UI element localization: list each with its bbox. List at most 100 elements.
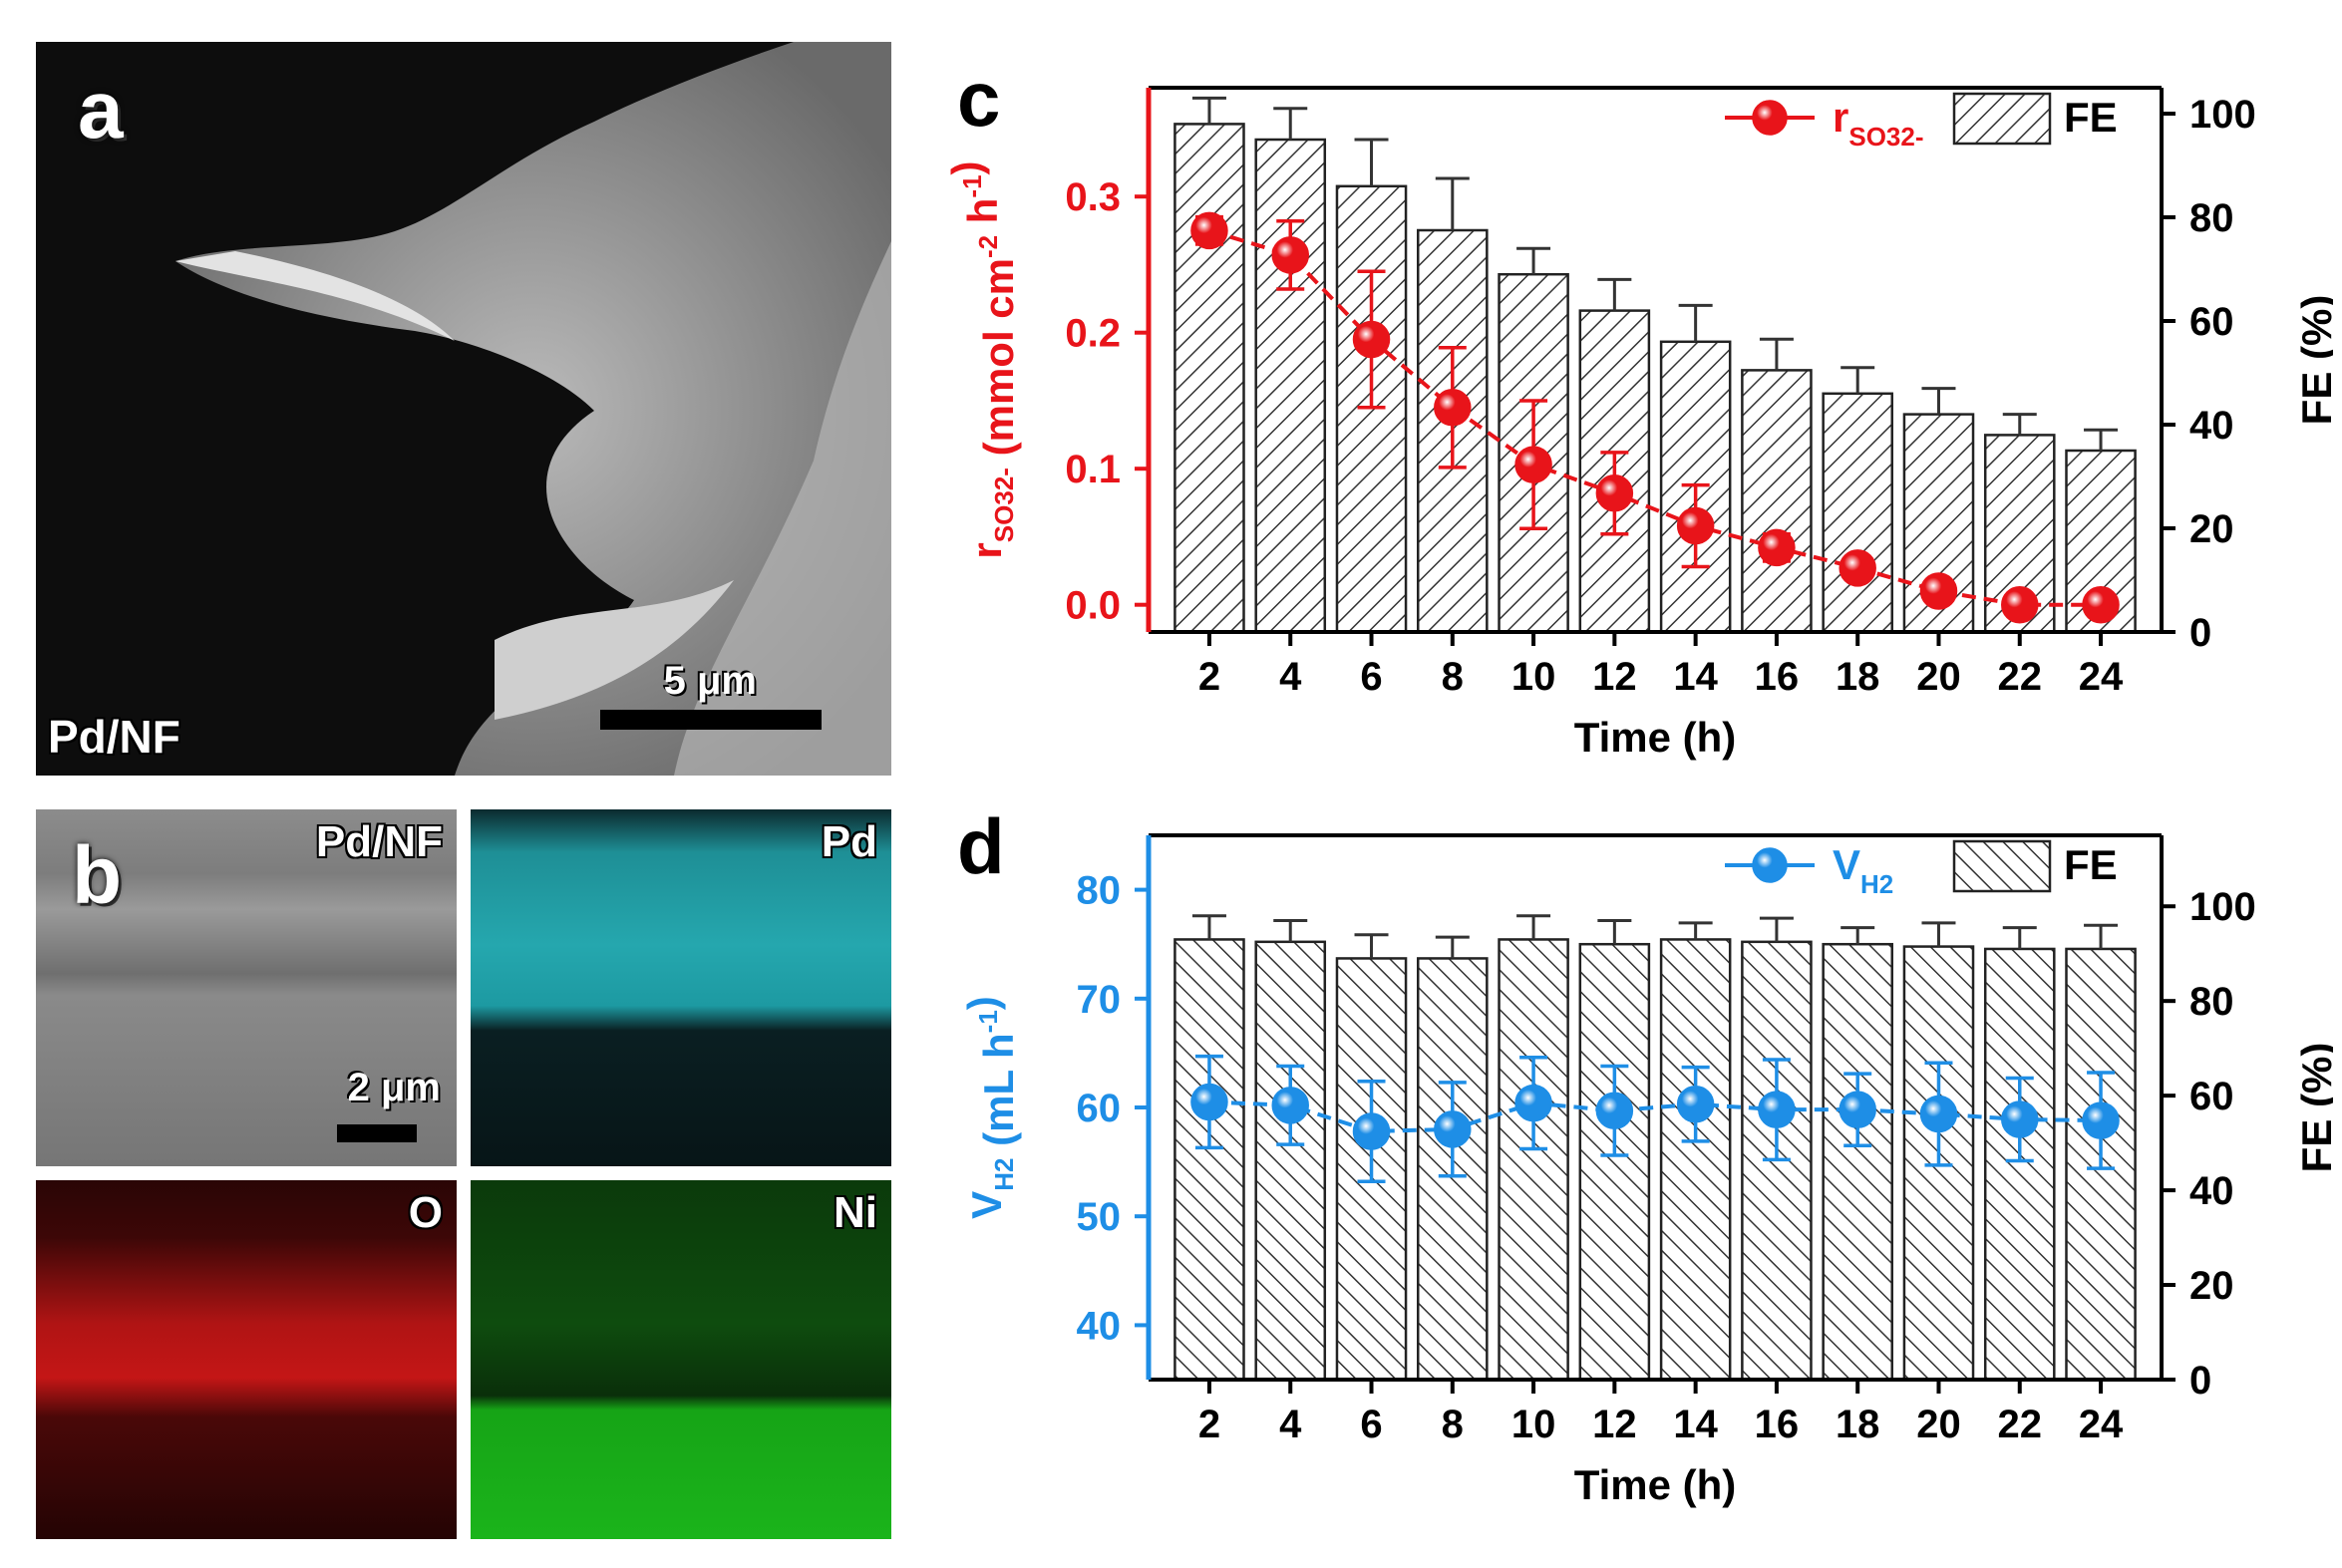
bar-fe-16 (1741, 369, 1813, 634)
point-14 (1676, 1085, 1715, 1123)
legend-bar-swatch (1952, 839, 2052, 893)
y-left-tick-label-40: 40 (1077, 1304, 1122, 1348)
point-24 (2082, 585, 2120, 624)
x-tick-label-14: 14 (1673, 1403, 1718, 1446)
map-title-ni: Ni (834, 1188, 877, 1237)
x-tick-label-8: 8 (1442, 655, 1464, 699)
bar-fe-4 (1254, 940, 1327, 1382)
x-axis-label: Time (h) (1574, 714, 1737, 761)
point-12 (1595, 1092, 1634, 1130)
x-tick-label-12: 12 (1592, 655, 1637, 699)
x-tick-label-20: 20 (1916, 1403, 1961, 1446)
y-left-tick-label-0.3: 0.3 (1065, 175, 1121, 219)
y-right-tick-label-100: 100 (2189, 885, 2256, 929)
y-right-tick-label-60: 60 (2189, 300, 2234, 344)
x-tick-label-22: 22 (1998, 1403, 2043, 1446)
x-tick-label-2: 2 (1198, 1403, 1220, 1446)
legend-bar-label: FE (2064, 94, 2118, 141)
y-left-tick-label-0.0: 0.0 (1065, 584, 1121, 628)
y-right-tick-label-20: 20 (2189, 1264, 2234, 1308)
bar-fe-14 (1659, 938, 1732, 1382)
panel-label-a: a (78, 65, 124, 156)
sample-label: Pd/NF (48, 711, 180, 763)
panel-label-d: d (957, 802, 1005, 890)
panel-label-b: b (72, 830, 123, 921)
point-18 (1839, 1091, 1876, 1128)
scale-bar-label-b: 2 μm (347, 1066, 441, 1109)
map-title-sem: Pd/NF (315, 817, 443, 866)
point-20 (1919, 1095, 1958, 1133)
y-right-tick-label-100: 100 (2189, 93, 2256, 137)
point-20 (1919, 572, 1958, 610)
bar-fe-22 (1983, 947, 2056, 1382)
bar-fe-18 (1822, 942, 1893, 1382)
point-18 (1839, 549, 1876, 587)
x-axis-label: Time (h) (1574, 1461, 1737, 1508)
legend-marker (1752, 100, 1788, 136)
point-10 (1514, 1084, 1552, 1122)
point-14 (1676, 506, 1715, 545)
x-tick-label-6: 6 (1360, 1403, 1382, 1446)
bar-fe-18 (1822, 392, 1893, 634)
bar-fe-4 (1254, 138, 1327, 634)
x-tick-label-24: 24 (2079, 655, 2124, 699)
y-left-axis-label: rSO32- (mmol cm-2 h-1) (943, 160, 1022, 558)
y-right-tick-label-20: 20 (2189, 507, 2234, 551)
legend-line-label: rSO32- (1833, 94, 1924, 152)
bar-fe-2 (1173, 123, 1245, 634)
bar-fe-24 (2065, 947, 2137, 1382)
bar-fe-2 (1173, 938, 1245, 1382)
x-tick-label-6: 6 (1360, 655, 1382, 699)
x-tick-label-4: 4 (1279, 1403, 1302, 1446)
x-tick-label-16: 16 (1755, 1403, 1800, 1446)
y-right-axis-label: FE (%) (2293, 295, 2333, 426)
bar-fe-12 (1578, 942, 1651, 1382)
panel-label-c: c (957, 55, 1000, 143)
point-4 (1271, 1087, 1309, 1124)
eds-map-o: O (36, 1180, 457, 1539)
point-2 (1190, 211, 1228, 250)
y-left-tick-label-0.1: 0.1 (1065, 448, 1121, 491)
legend-bar-label: FE (2064, 841, 2118, 888)
x-tick-label-10: 10 (1511, 1403, 1556, 1446)
point-16 (1758, 1091, 1796, 1128)
point-22 (2001, 1100, 2039, 1138)
point-6 (1352, 320, 1391, 359)
legend-marker (1752, 847, 1788, 883)
x-tick-label-16: 16 (1755, 655, 1800, 699)
y-right-tick-label-40: 40 (2189, 404, 2234, 448)
y-right-tick-label-0: 0 (2189, 611, 2211, 655)
sem-image-panel-a: a Pd/NF 5 μm (36, 42, 891, 776)
x-tick-label-12: 12 (1592, 1403, 1637, 1446)
scale-bar-label: 5 μm (663, 659, 757, 703)
y-left-tick-label-60: 60 (1077, 1087, 1122, 1130)
y-right-tick-label-80: 80 (2189, 196, 2234, 240)
point-22 (2001, 585, 2039, 624)
map-title-o: O (408, 1188, 443, 1237)
point-8 (1434, 1110, 1472, 1148)
scale-bar-b (337, 1124, 417, 1142)
bar-fe-10 (1498, 938, 1569, 1382)
x-tick-label-18: 18 (1836, 1403, 1880, 1446)
y-left-tick-label-80: 80 (1077, 869, 1122, 913)
x-tick-label-22: 22 (1998, 655, 2043, 699)
eds-map-pd: Pd (471, 809, 891, 1166)
map-title-pd: Pd (821, 817, 877, 866)
y-left-tick-label-70: 70 (1077, 978, 1122, 1022)
sem-cross-section: b Pd/NF 2 μm (36, 809, 457, 1166)
x-tick-label-8: 8 (1442, 1403, 1464, 1446)
y-right-tick-label-40: 40 (2189, 1169, 2234, 1213)
dendrite-illustration (175, 42, 891, 776)
legend-line-label: VH2 (1833, 841, 1893, 899)
eds-map-ni: Ni (471, 1180, 891, 1539)
y-right-tick-label-80: 80 (2189, 980, 2234, 1024)
y-left-axis-label: VH2 (mL h-1) (959, 996, 1022, 1219)
point-12 (1595, 474, 1634, 512)
point-6 (1352, 1112, 1391, 1150)
x-tick-label-4: 4 (1279, 655, 1302, 699)
point-10 (1514, 446, 1552, 483)
point-16 (1758, 528, 1796, 567)
y-left-tick-label-50: 50 (1077, 1195, 1122, 1239)
